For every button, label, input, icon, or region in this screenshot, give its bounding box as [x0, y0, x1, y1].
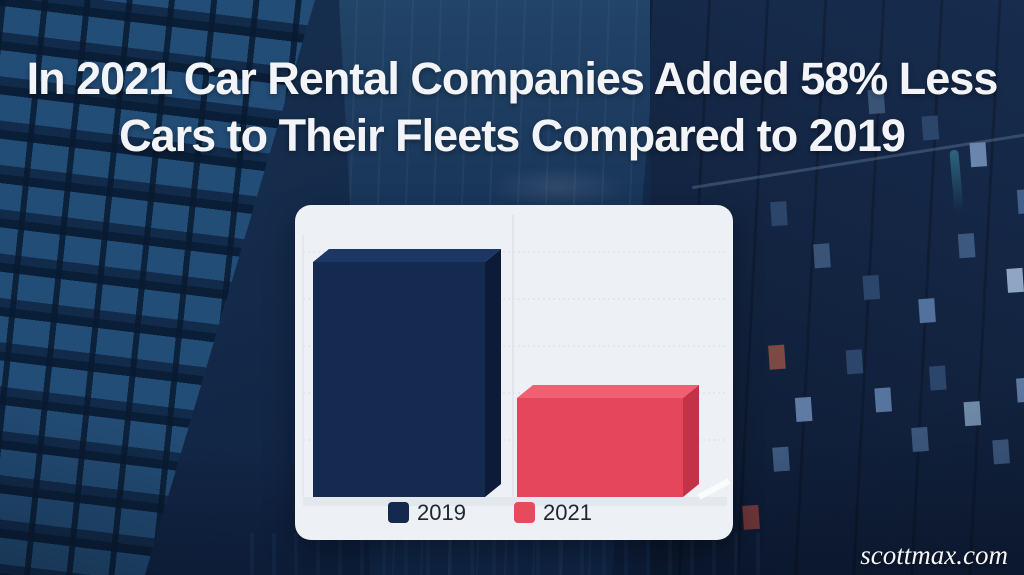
legend-label-2021: 2021 [543, 500, 592, 525]
background-smudge [488, 166, 628, 208]
title-line-1: In 2021 Car Rental Companies Added 58% L… [26, 53, 999, 104]
legend-label-2019: 2019 [417, 500, 466, 525]
chart-card: 2019 2021 [295, 205, 733, 540]
title-line-2: Cars to Their Fleets Compared to 2019 [119, 110, 906, 161]
bar-chart [302, 215, 731, 506]
watermark: scottmax.com [860, 540, 1008, 570]
legend-swatch-2019 [388, 502, 410, 523]
legend-item-2021: 2021 [514, 500, 592, 525]
chart-legend: 2019 2021 [271, 500, 709, 525]
legend-item-2019: 2019 [388, 500, 466, 525]
legend-swatch-2021 [514, 502, 535, 523]
lit-windows [0, 0, 17, 25]
page-title: In 2021 Car Rental Companies Added 58% L… [0, 50, 1024, 164]
